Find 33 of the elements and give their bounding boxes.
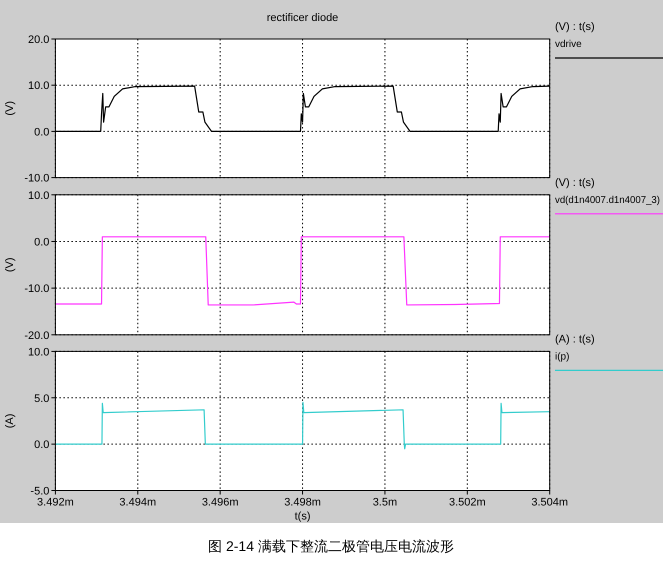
x-tick-label: 3.504m [531,496,568,508]
legend-title: (A) : t(s) [555,333,595,346]
y-tick-label: 10.0 [28,80,50,92]
text: vd(d1n4007.d1n4007_3) [555,194,663,206]
text: i(p) [555,351,570,362]
y-tick-label: 20.0 [28,34,50,46]
y-tick-label: 10.0 [28,190,50,202]
legend-title: (V) : t(s) [555,21,595,33]
x-axis-title: t(s) [294,510,310,522]
y-tick-label: -10.0 [24,283,50,296]
text: vdrive [555,39,582,50]
y-tick-label: -5.0 [30,486,50,498]
x-tick-label: 3.498m [284,496,321,508]
y-tick-label: 0.0 [34,236,50,248]
x-tick-label: 3.494m [119,496,156,508]
x-tick-label: 3.5m [372,496,398,508]
y-axis-title: (V) [4,100,16,116]
y-axis-title: (V) [4,257,16,272]
x-tick-label: 3.502m [448,496,486,508]
y-tick-label: 0.0 [34,439,50,452]
line-series [54,236,550,306]
y-tick-label: 5.0 [34,392,50,405]
y-tick-label: 0.0 [34,126,50,138]
y-tick-label: 10.0 [28,346,50,358]
caption: 图 2-14 满载下整流二极管电压电流波形 [208,538,454,554]
x-tick-label: 3.496m [202,496,239,508]
y-tick-label: -10.0 [24,172,50,185]
legend-title: (V) : t(s) [555,176,595,189]
chart-title: rectificer diode [266,12,338,24]
y-axis-title: (A) [4,414,16,428]
x-tick-label: 3.492m [37,496,74,508]
y-tick-label: -20.0 [24,330,50,342]
line-series [54,402,550,450]
